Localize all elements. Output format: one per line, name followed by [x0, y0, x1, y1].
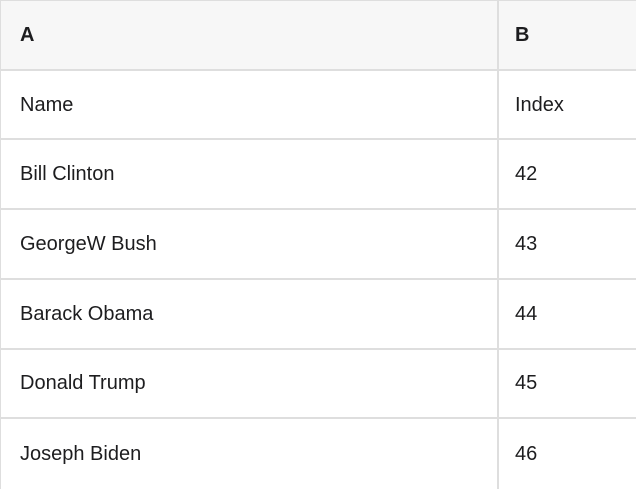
cell-b1[interactable]: Index	[497, 70, 636, 141]
cell-b5[interactable]: 45	[497, 349, 636, 420]
cell-a4[interactable]: Barack Obama	[1, 279, 497, 350]
cell-a6[interactable]: Joseph Biden	[1, 419, 497, 489]
cell-a3[interactable]: GeorgeW Bush	[1, 210, 497, 280]
column-header-a[interactable]: A	[1, 1, 497, 71]
cell-a5[interactable]: Donald Trump	[1, 349, 497, 420]
cell-b3[interactable]: 43	[497, 210, 636, 280]
cell-b2[interactable]: 42	[497, 140, 636, 211]
cell-a2[interactable]: Bill Clinton	[1, 140, 497, 211]
cell-b4[interactable]: 44	[497, 279, 636, 350]
cell-a1[interactable]: Name	[1, 70, 497, 141]
column-header-b[interactable]: B	[497, 1, 636, 71]
cell-b6[interactable]: 46	[497, 419, 636, 489]
